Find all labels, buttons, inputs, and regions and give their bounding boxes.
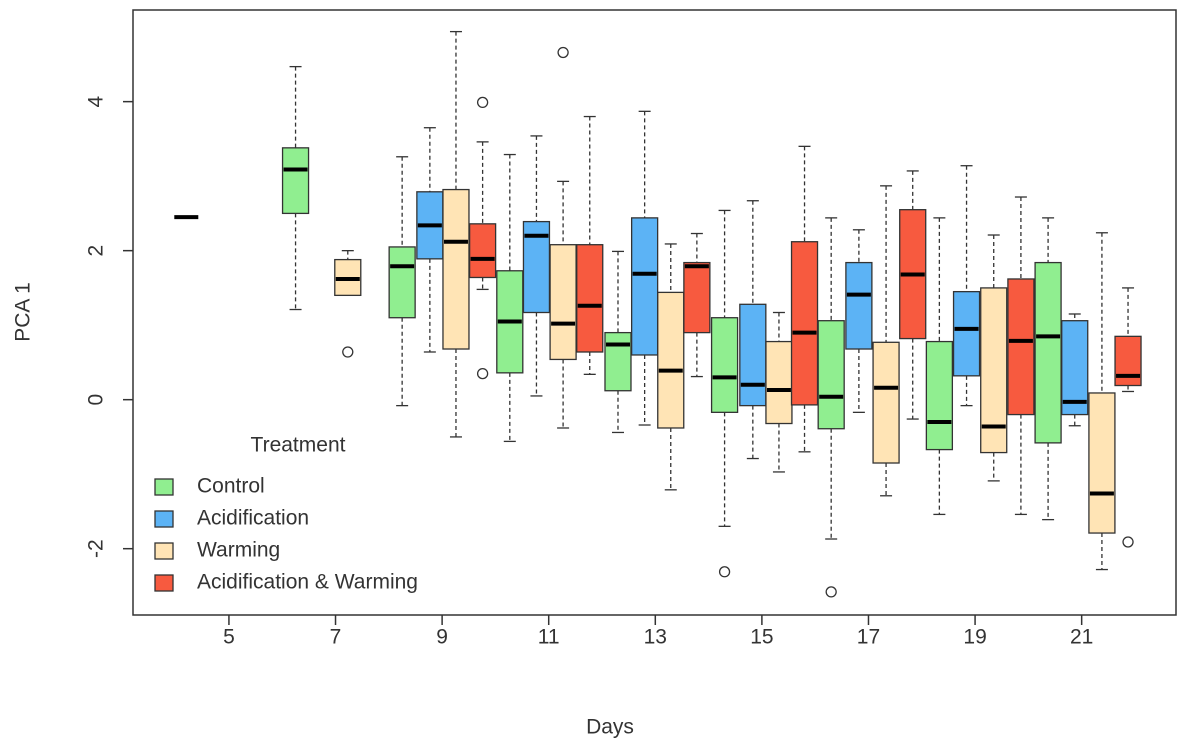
y-tick-label: -2: [85, 539, 108, 558]
x-tick-label: 21: [1070, 626, 1093, 649]
box: [604, 331, 632, 392]
plot-frame: [132, 9, 1177, 616]
box: [952, 290, 981, 377]
box: [683, 261, 711, 334]
legend-swatch: [154, 574, 174, 592]
x-tick-label: 7: [330, 626, 342, 649]
outlier: [342, 346, 354, 358]
box: [1007, 278, 1035, 416]
x-tick-label: 17: [857, 626, 880, 649]
box: [790, 241, 819, 406]
x-axis-title: Days: [586, 716, 634, 739]
box: [576, 244, 604, 353]
x-tick-label: 9: [436, 626, 448, 649]
box: [1034, 261, 1062, 444]
outlier: [557, 46, 569, 59]
box: [765, 340, 793, 425]
y-tick-label: 4: [85, 95, 108, 107]
y-tick-label: 2: [85, 245, 108, 257]
box: [872, 341, 900, 464]
legend-label: Acidification: [197, 507, 309, 530]
box: [739, 303, 767, 407]
outlier: [476, 367, 489, 380]
x-tick-label: 11: [538, 626, 560, 649]
box: [925, 340, 954, 451]
box: [710, 317, 739, 413]
box: [388, 246, 416, 319]
box: [549, 244, 577, 361]
box: [1114, 335, 1142, 387]
outlier: [825, 586, 837, 598]
x-tick-label: 15: [750, 626, 773, 649]
box: [630, 217, 659, 356]
box: [1061, 320, 1089, 416]
x-tick-label: 19: [963, 626, 986, 649]
box: [817, 320, 845, 430]
legend-swatch: [154, 542, 174, 560]
legend-swatch: [154, 510, 174, 528]
box: [845, 261, 873, 350]
legend-label: Control: [197, 475, 265, 498]
legend-swatch: [154, 478, 174, 496]
box: [657, 291, 685, 429]
outlier: [476, 96, 489, 109]
box: [281, 147, 310, 215]
outlier: [718, 566, 731, 578]
box: [468, 223, 497, 279]
legend-label: Acidification & Warming: [197, 571, 418, 594]
legend-label: Warming: [197, 539, 280, 562]
y-axis-title: PCA 1: [12, 282, 35, 342]
x-tick-label: 5: [223, 626, 235, 649]
legend-title: Treatment: [251, 434, 346, 457]
x-tick-label: 13: [644, 626, 667, 649]
outlier: [1122, 536, 1134, 548]
box: [442, 188, 470, 350]
y-tick-label: 0: [85, 394, 108, 406]
box: [1088, 392, 1116, 534]
